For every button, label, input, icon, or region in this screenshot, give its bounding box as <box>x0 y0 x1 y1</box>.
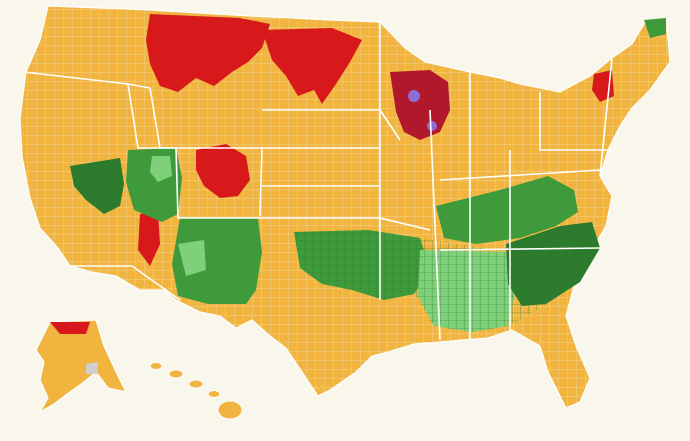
dakotas-red-belt <box>262 28 362 104</box>
hawaii <box>149 362 243 420</box>
wisconsin-purple <box>427 121 437 131</box>
colorado-wyoming-red <box>196 144 250 198</box>
alaska-red <box>50 322 90 334</box>
nevada-green <box>70 158 124 214</box>
utah-light-green <box>150 156 172 182</box>
state-boundaries <box>23 22 613 341</box>
new-mexico-green <box>172 218 262 304</box>
wisconsin-purple <box>408 90 420 102</box>
tennessee-kentucky-green <box>436 176 578 244</box>
california-red <box>138 212 160 266</box>
alaska <box>35 319 128 414</box>
new-mexico-green-light <box>178 240 206 276</box>
maine-green <box>644 18 666 38</box>
alaska-gray <box>86 362 98 374</box>
montana-red-belt <box>146 14 270 92</box>
